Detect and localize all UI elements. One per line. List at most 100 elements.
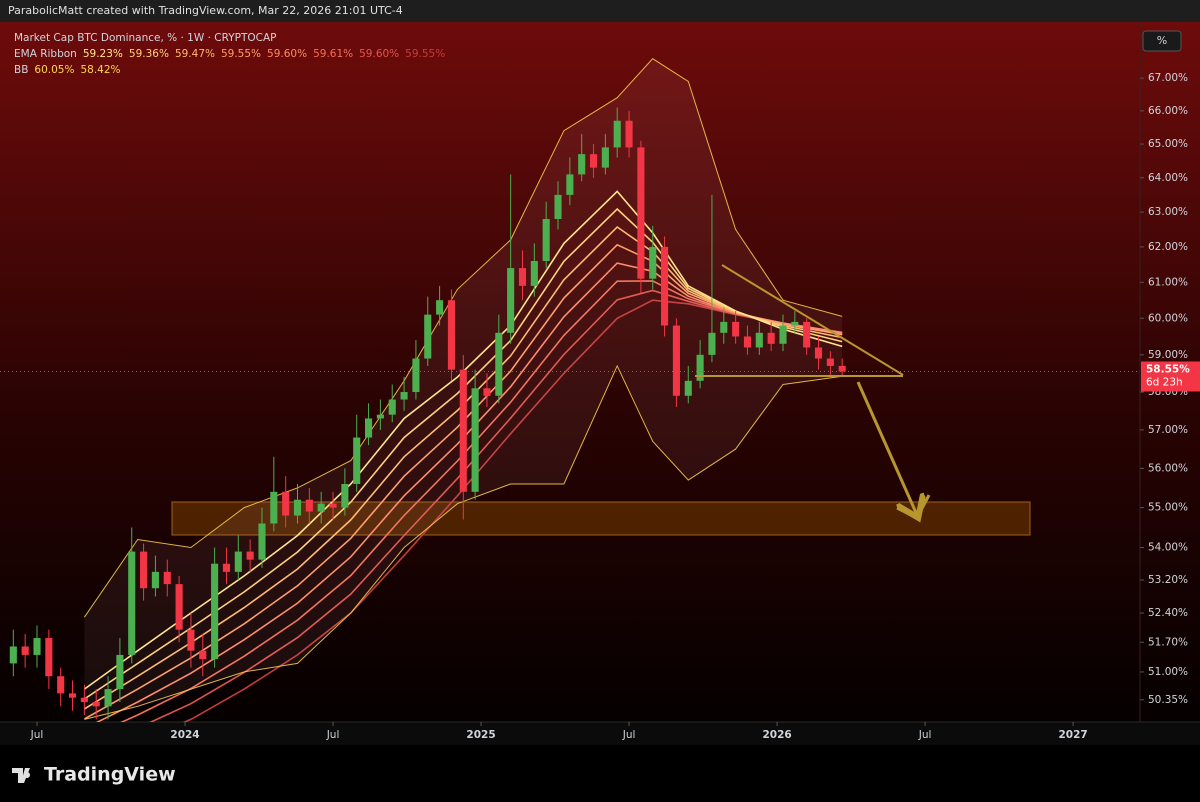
candle-body [661,246,669,326]
y-tick-label: 54.00% [1148,542,1188,554]
candle-body [637,147,645,279]
drawings [695,264,931,521]
y-tick-label: 61.00% [1148,276,1188,288]
candle-body [21,646,29,655]
candle-body [649,246,657,279]
candle-body [317,503,325,512]
legend-value: 59.55% [221,48,261,60]
legend-name: EMA Ribbon [14,48,77,60]
candle-body [542,218,550,261]
candle-body [270,491,278,524]
arrow-head [896,494,931,521]
candle-body [412,358,420,393]
legend-title: Market Cap BTC Dominance, % · 1W · CRYPT… [14,32,276,44]
x-tick-label: 2026 [762,729,791,741]
candle-body [495,332,503,396]
bb-lower [84,364,843,720]
candle-body [234,551,242,572]
x-tick-label: 2027 [1058,729,1087,741]
candle-body [92,702,100,707]
legend-bb: BB 60.05% 58.42% [14,64,121,76]
candle-body [353,437,361,484]
legend-value: 59.60% [359,48,399,60]
candle-body [743,336,752,348]
candle-body [80,697,88,703]
y-tick-label: 57.00% [1148,424,1188,436]
y-tick-label: 65.00% [1148,138,1188,150]
logo-text: TradingView [44,764,176,786]
candle-body [566,174,574,195]
legend-value: 59.55% [405,48,445,60]
y-tick-label: 64.00% [1148,172,1188,184]
credit: ParabolicMatt created with TradingView.c… [8,4,403,17]
trendline [721,264,904,376]
candle-body [732,321,740,337]
candle-body [104,689,112,707]
candle-body [376,414,384,419]
legend-ema: EMA Ribbon 59.23% 59.36% 59.47% 59.55% 59.60%… [14,48,445,60]
candle-body [826,358,834,366]
y-tick-label: 53.20% [1148,574,1188,586]
y-tick-label: 50.35% [1148,694,1188,706]
candle-body [365,418,373,438]
candle-body [293,499,302,516]
candle-body [341,483,349,508]
candle-body [187,629,195,651]
candle-body [554,194,562,219]
candle-body [163,571,171,585]
scale-button-label[interactable]: % [1157,34,1167,47]
candle-body [388,399,396,415]
candle-body [684,380,692,396]
plot-background [0,22,1200,722]
candle-body [305,499,313,512]
x-tick-label: Jul [326,729,340,741]
candle-body [140,551,148,589]
scale-button[interactable] [1142,30,1182,52]
candle-body [755,332,763,348]
candle-body [720,321,728,333]
candle-body [128,551,136,655]
candle-body [57,676,65,694]
candle-body [625,120,633,148]
logo-mark [12,768,31,783]
candle-body [696,354,704,381]
legend-name: BB [14,64,28,76]
legend-value: 59.61% [313,48,353,60]
y-tick-label: 55.00% [1148,502,1188,514]
candle-body [779,325,787,344]
candle-body [222,563,231,572]
x-tick-label: 2025 [466,729,495,741]
x-tick-label: 2024 [170,729,199,741]
candle-body [507,268,515,333]
footer [0,745,1200,802]
candle-body [791,321,799,326]
legend-value: 58.42% [80,64,120,76]
candle-body [45,638,53,677]
candle-body [447,300,455,370]
legend-value: 59.60% [267,48,307,60]
logo: TradingView [12,764,176,786]
candle-body [814,347,823,359]
y-tick-label: 60.00% [1148,312,1188,324]
legend-value: 59.47% [175,48,215,60]
price-badge-countdown: 6d 23h [1146,376,1183,388]
legend-value: 59.36% [129,48,169,60]
legend-value: 59.23% [83,48,123,60]
y-tick-label: 52.40% [1148,607,1188,619]
candle-body [436,300,444,315]
candle-body [838,365,846,372]
candle-body [258,523,266,560]
candle-body [424,314,432,359]
y-tick-label: 51.00% [1148,666,1188,678]
candle-body [459,369,467,492]
candle-body [211,563,219,660]
y-tick-label: 66.00% [1148,105,1188,117]
y-tick-label: 67.00% [1148,72,1188,84]
candle-body [767,332,775,344]
price-badge [1141,361,1200,392]
candle-body [483,388,491,396]
candle-body [329,503,337,508]
candle-body [672,325,680,396]
candle-body [116,654,124,690]
